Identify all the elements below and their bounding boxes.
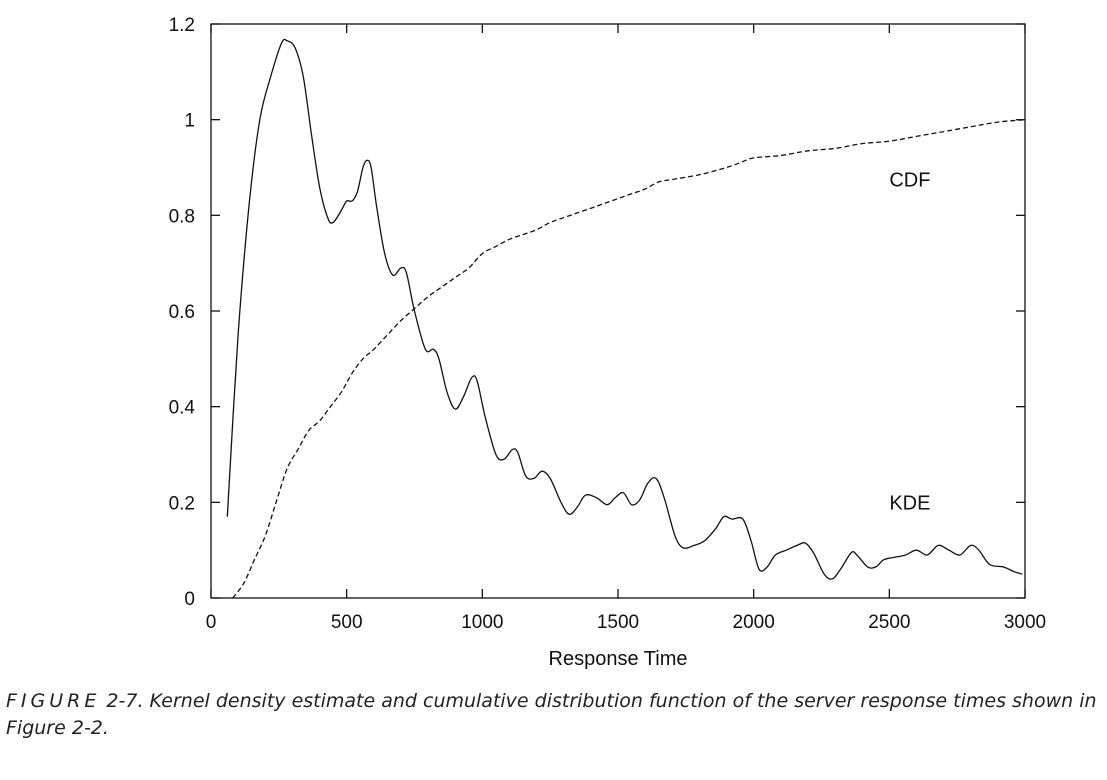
x-axis-label: Response Time bbox=[549, 648, 688, 670]
x-tick-label: 1500 bbox=[597, 612, 639, 633]
axis-tick-labels: 0 500 1000 1500 2000 2500 3000 0 0.2 0.4 0.6 0.8 1 1.… bbox=[169, 15, 1047, 633]
chart-figure: 0 500 1000 1500 2000 2500 3000 0 0.2 0.4 0.6 0.8 1 1.… bbox=[169, 15, 1047, 670]
series-annotations: CDF KDE bbox=[889, 169, 930, 514]
x-tick-label: 500 bbox=[331, 612, 363, 633]
y-tick-label: 0.4 bbox=[169, 398, 196, 419]
y-tick-label: 0 bbox=[184, 589, 195, 610]
figure-caption-label: FIGURE bbox=[6, 690, 101, 712]
y-tick-label: 1.2 bbox=[169, 15, 195, 36]
cdf-annotation: CDF bbox=[889, 169, 930, 191]
x-tick-label: 2500 bbox=[868, 612, 910, 633]
x-tick-label: 3000 bbox=[1004, 612, 1046, 633]
y-tick-label: 0.6 bbox=[169, 302, 195, 323]
x-tick-label: 1000 bbox=[461, 612, 503, 633]
figure-caption: FIGURE 2-7. Kernel density estimate and … bbox=[6, 688, 1101, 742]
y-tick-label: 1 bbox=[184, 111, 195, 132]
x-tick-label: 2000 bbox=[733, 612, 775, 633]
figure-caption-text: 2-7. Kernel density estimate and cumulat… bbox=[6, 690, 1097, 739]
kde-series-line bbox=[226, 38, 1023, 580]
cdf-series-line bbox=[232, 119, 1026, 599]
series-lines bbox=[226, 38, 1026, 599]
kde-annotation: KDE bbox=[889, 492, 930, 514]
axis-ticks bbox=[210, 23, 1026, 599]
y-tick-label: 0.8 bbox=[169, 206, 195, 227]
x-tick-label: 0 bbox=[206, 612, 217, 633]
y-tick-label: 0.2 bbox=[169, 493, 195, 514]
